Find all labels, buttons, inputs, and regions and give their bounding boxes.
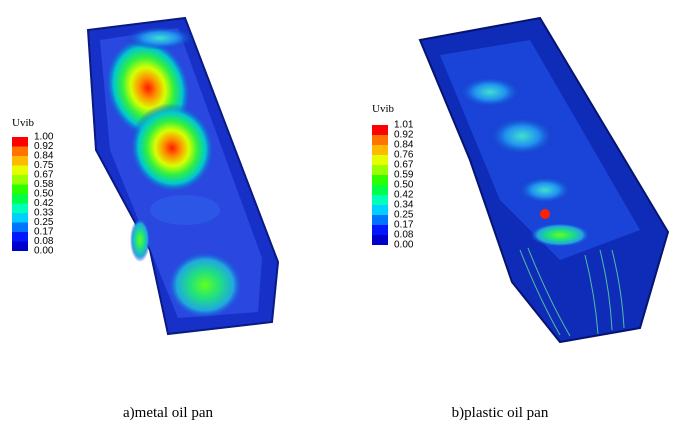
- legend-swatch: [372, 205, 388, 215]
- legend-swatch: [12, 146, 28, 156]
- legend-swatch: [12, 232, 28, 242]
- legend-swatch: [12, 222, 28, 232]
- legend-label: 0.84: [34, 151, 54, 162]
- legend-swatch: [372, 225, 388, 235]
- legend-label: 0.50: [34, 189, 54, 200]
- legend-swatch: [12, 184, 28, 194]
- legend-label: 0.92: [34, 141, 54, 152]
- legend-label: 0.76: [394, 150, 414, 161]
- legend-label: 0.42: [394, 190, 414, 201]
- legend-swatch: [372, 125, 388, 135]
- legend-label: 0.50: [394, 180, 414, 191]
- legend-label: 0.33: [34, 208, 54, 219]
- legend-label: 0.58: [34, 179, 54, 190]
- legend-label: 0.59: [394, 170, 414, 181]
- legend-swatch: [12, 137, 28, 147]
- legend-label: 0.84: [394, 140, 414, 151]
- legend-label: 0.08: [34, 236, 54, 247]
- legend-swatch: [12, 175, 28, 185]
- caption: b)plastic oil pan: [452, 405, 549, 421]
- legend-swatch: [372, 215, 388, 225]
- legend-label: 0.08: [394, 230, 414, 241]
- legend-swatch: [372, 145, 388, 155]
- legend-label: 0.92: [394, 130, 414, 141]
- legend-label: 0.25: [34, 217, 54, 228]
- legend-label: 0.17: [394, 220, 414, 231]
- legend-swatch: [372, 235, 388, 245]
- legend-swatch: [372, 185, 388, 195]
- legend-label: 0.17: [34, 227, 54, 238]
- legend-label: 0.34: [394, 200, 414, 211]
- legend-swatch: [372, 155, 388, 165]
- legend-swatch: [12, 165, 28, 175]
- legend-swatch: [372, 165, 388, 175]
- legend-title: Uvib: [372, 103, 395, 115]
- legend-label: 0.67: [34, 170, 54, 181]
- caption: a)metal oil pan: [123, 405, 213, 421]
- plastic-pan-image: [418, 16, 670, 344]
- legend-label: 0.25: [394, 210, 414, 221]
- legend-label: 0.75: [34, 160, 54, 171]
- metal-pan-image: [86, 16, 280, 336]
- legend-label: 1.00: [34, 132, 54, 143]
- legend-label: 0.42: [34, 198, 54, 209]
- legend-swatch: [12, 241, 28, 251]
- legend-label: 0.00: [34, 246, 54, 257]
- legend-swatch: [12, 156, 28, 166]
- legend-swatch: [372, 195, 388, 205]
- legend-swatch: [12, 203, 28, 213]
- legend-swatch: [372, 135, 388, 145]
- legend-label: 0.00: [394, 240, 414, 251]
- legend-title: Uvib: [12, 117, 35, 129]
- legend-swatch: [372, 175, 388, 185]
- legend-swatch: [12, 194, 28, 204]
- legend-label: 0.67: [394, 160, 414, 171]
- legend-swatch: [12, 213, 28, 223]
- legend-label: 1.01: [394, 120, 414, 131]
